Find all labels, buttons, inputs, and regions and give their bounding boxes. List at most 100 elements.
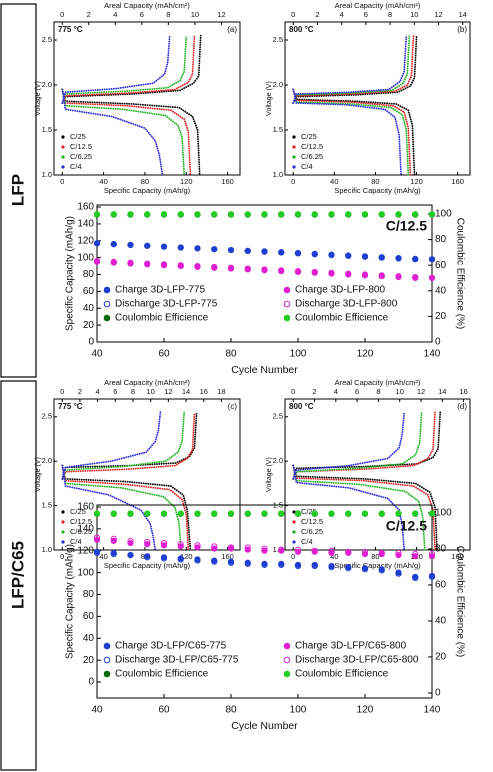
data-point	[110, 241, 117, 248]
legend-marker	[61, 530, 65, 534]
y-tick-label: 1.5	[42, 501, 52, 510]
x-tick-label: 80	[225, 349, 237, 360]
y-tick-label: 0	[88, 337, 94, 348]
data-point	[211, 543, 218, 550]
y-tick-label: 1.0	[42, 545, 52, 554]
data-point	[311, 211, 318, 218]
x2-tick-label: 2	[78, 387, 82, 396]
data-point	[261, 267, 268, 274]
data-point	[361, 510, 369, 517]
data-point	[311, 269, 318, 276]
data-point	[194, 263, 201, 271]
x2-tick-label: 0	[60, 387, 64, 396]
legend-label: Charge 3D-LFP-800	[295, 285, 385, 296]
data-point	[177, 510, 184, 517]
data-point	[345, 510, 352, 517]
legend-marker	[61, 155, 65, 159]
annotation: 775 °C	[58, 25, 83, 34]
y-tick-label: 100	[77, 567, 94, 578]
x-tick-label: 0	[291, 552, 295, 561]
legend-marker	[103, 642, 111, 650]
y-tick-label: 80	[83, 589, 95, 600]
data-point	[328, 270, 335, 277]
data-point	[177, 262, 184, 270]
x2-tick-label: 8	[131, 387, 135, 396]
legend-label: Discharge 3D-LFP/C65-775	[115, 655, 239, 666]
y2-tick-label: 40	[435, 616, 447, 627]
plot-frame	[284, 398, 471, 551]
data-point	[93, 534, 101, 541]
data-point	[278, 510, 285, 517]
plot-frame	[53, 398, 241, 551]
x2-tick-label: 14	[459, 10, 467, 19]
data-point	[110, 259, 117, 266]
data-point	[345, 548, 352, 555]
data-point	[294, 562, 302, 570]
discharge-curve	[292, 464, 436, 551]
legend-label: Coulombic Efficience	[115, 669, 209, 680]
x2-tick-label: 6	[113, 387, 117, 396]
data-point	[127, 537, 134, 544]
legend-marker	[61, 145, 65, 149]
data-point	[211, 510, 218, 517]
y2-tick-label: 80	[435, 544, 447, 555]
data-point	[378, 549, 385, 557]
x2-tick-label: 8	[166, 10, 170, 19]
x2-tick-label: 6	[140, 10, 144, 19]
legend-marker	[61, 510, 65, 514]
x2-tick-label: 10	[396, 387, 404, 396]
data-point	[194, 510, 201, 517]
legend-label: C/12.5	[70, 142, 92, 151]
data-point	[244, 544, 251, 551]
x2-tick-label: 4	[340, 10, 344, 19]
x2-tick-label: 2	[312, 387, 316, 396]
y2-tick-label: 20	[435, 652, 447, 663]
data-point	[428, 510, 436, 517]
data-point	[177, 556, 184, 563]
legend-marker	[292, 155, 296, 159]
data-point	[261, 248, 268, 255]
data-point	[144, 538, 151, 546]
data-point	[227, 559, 235, 566]
data-point	[93, 549, 101, 557]
y2-tick-label: 20	[435, 311, 447, 322]
legend-label: C/12.5	[301, 142, 323, 151]
panel-label: (d)	[457, 402, 467, 411]
x-tick-label: 120	[180, 552, 193, 561]
y-tick-label: 160	[77, 202, 94, 213]
data-point	[93, 258, 101, 265]
x2-axis-title: Areal Capacity (mAh/cm²)	[104, 1, 190, 10]
annotation: 775 °C	[58, 402, 83, 411]
data-point	[311, 251, 318, 258]
data-point	[428, 573, 436, 581]
data-point	[311, 547, 318, 554]
data-point	[261, 211, 268, 218]
data-point	[294, 211, 302, 218]
charge-curve	[292, 411, 423, 480]
data-point	[412, 510, 419, 517]
legend-label: Charge 3D-LFP/C65-775	[115, 641, 227, 652]
section-box	[0, 380, 37, 771]
data-point	[227, 246, 235, 254]
y-tick-label: 0	[88, 677, 94, 688]
annotation: C/12.5	[386, 218, 427, 234]
data-point	[177, 541, 184, 548]
y-axis-title: Voltage (V)	[35, 81, 42, 116]
x-tick-label: 120	[357, 349, 374, 360]
x2-tick-label: 2	[315, 10, 319, 19]
charge-curve	[61, 411, 196, 480]
data-point	[110, 535, 117, 542]
x2-tick-label: 12	[417, 387, 425, 396]
x-tick-label: 80	[141, 177, 149, 186]
legend-marker	[283, 670, 291, 678]
y2-tick-label: 40	[435, 285, 447, 296]
y2-tick-label: 100	[435, 508, 452, 519]
data-point	[428, 256, 436, 263]
y-tick-label: 80	[83, 269, 95, 280]
legend-marker	[292, 165, 296, 169]
y-tick-label: 2.0	[42, 456, 52, 465]
data-point	[244, 266, 251, 273]
data-point	[177, 211, 184, 218]
charge-curve	[61, 411, 186, 480]
legend-marker	[103, 670, 111, 678]
